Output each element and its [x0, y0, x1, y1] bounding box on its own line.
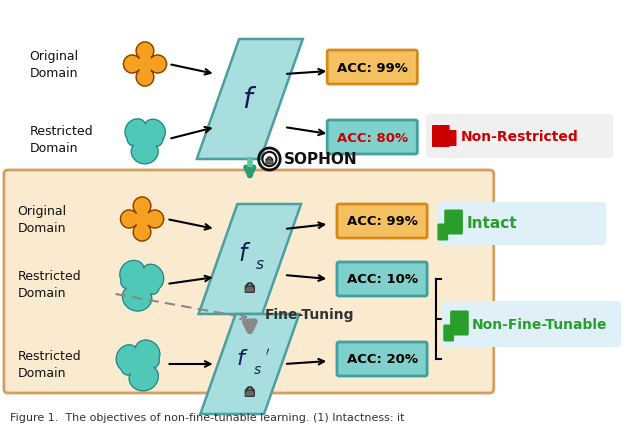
Text: Intact: Intact	[467, 216, 517, 231]
Text: Non-Fine-Tunable: Non-Fine-Tunable	[472, 317, 607, 331]
FancyBboxPatch shape	[450, 311, 468, 336]
Text: ACC: 99%: ACC: 99%	[337, 61, 408, 74]
Text: $'$: $'$	[265, 347, 270, 365]
FancyBboxPatch shape	[444, 325, 454, 342]
FancyBboxPatch shape	[337, 205, 427, 239]
FancyBboxPatch shape	[449, 131, 456, 147]
Polygon shape	[124, 43, 166, 87]
FancyBboxPatch shape	[432, 126, 450, 147]
Text: $s$: $s$	[255, 257, 264, 272]
FancyBboxPatch shape	[266, 160, 273, 165]
FancyBboxPatch shape	[4, 171, 493, 393]
Polygon shape	[200, 314, 300, 414]
Text: Fine-Tuning: Fine-Tuning	[264, 307, 354, 321]
Polygon shape	[120, 261, 164, 311]
Text: Figure 1.  The objectives of non-fine-tunable learning. (1) Intactness: it: Figure 1. The objectives of non-fine-tun…	[10, 412, 404, 422]
Text: Restricted
Domain: Restricted Domain	[29, 125, 93, 155]
Text: SOPHON: SOPHON	[284, 152, 358, 167]
Polygon shape	[125, 120, 165, 164]
Text: $f$: $f$	[242, 86, 257, 114]
FancyBboxPatch shape	[245, 286, 255, 293]
FancyBboxPatch shape	[245, 390, 255, 396]
FancyBboxPatch shape	[337, 262, 427, 296]
FancyBboxPatch shape	[327, 121, 417, 155]
Text: Non-Restricted: Non-Restricted	[460, 130, 578, 144]
Text: ACC: 10%: ACC: 10%	[346, 273, 417, 286]
Text: $f$: $f$	[238, 241, 252, 265]
Text: Restricted
Domain: Restricted Domain	[18, 269, 81, 299]
Text: ACC: 20%: ACC: 20%	[346, 353, 417, 366]
Polygon shape	[197, 40, 303, 160]
FancyBboxPatch shape	[337, 342, 427, 376]
Polygon shape	[120, 197, 164, 241]
Polygon shape	[116, 340, 160, 391]
Text: Restricted
Domain: Restricted Domain	[18, 349, 81, 379]
Text: $f$: $f$	[236, 348, 248, 368]
FancyBboxPatch shape	[444, 210, 463, 235]
FancyBboxPatch shape	[437, 224, 448, 241]
FancyBboxPatch shape	[442, 301, 621, 347]
FancyBboxPatch shape	[426, 115, 613, 159]
Text: ACC: 99%: ACC: 99%	[347, 215, 417, 228]
FancyBboxPatch shape	[327, 51, 417, 85]
Text: Original
Domain: Original Domain	[18, 205, 67, 234]
Text: Original
Domain: Original Domain	[29, 50, 79, 80]
Text: $s$: $s$	[253, 362, 262, 376]
Text: ACC: 80%: ACC: 80%	[337, 131, 408, 144]
FancyBboxPatch shape	[437, 203, 606, 246]
Polygon shape	[198, 205, 301, 314]
